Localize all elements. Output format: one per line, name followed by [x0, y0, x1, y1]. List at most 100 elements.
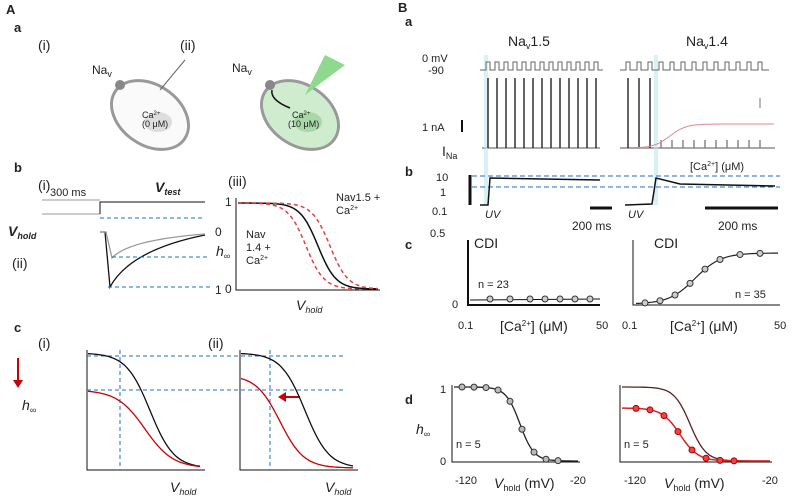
- channel-label: Nav: [92, 63, 112, 79]
- curve: [622, 407, 770, 462]
- axis: [467, 240, 600, 306]
- tick-label: 1: [440, 187, 446, 199]
- text: V: [296, 297, 307, 313]
- text: ∞: [424, 429, 430, 439]
- text: Na: [508, 33, 526, 49]
- text: I: [442, 143, 446, 159]
- text: V: [155, 179, 166, 195]
- panel-label: a: [14, 20, 22, 35]
- voltage-trace: [480, 61, 603, 71]
- point: [526, 295, 534, 303]
- pipette: [159, 59, 186, 91]
- panel-label: a: [405, 14, 413, 29]
- text: 2+: [154, 111, 161, 117]
- point: [736, 251, 744, 259]
- point: [660, 412, 668, 420]
- text: 2+: [522, 319, 531, 328]
- text: Ca: [292, 110, 304, 120]
- text: 1.4 +: [246, 242, 271, 254]
- tick-label: 0: [452, 299, 458, 311]
- text: 2+: [260, 255, 268, 262]
- sub-label: (iii): [228, 173, 247, 189]
- curve: [87, 390, 201, 468]
- arrow: [271, 89, 291, 109]
- text: v: [107, 69, 112, 79]
- text: h: [216, 243, 224, 259]
- panel-label: c: [405, 237, 412, 252]
- point: [586, 295, 594, 303]
- point: [458, 383, 466, 391]
- text: hold: [334, 487, 352, 497]
- y-label: h∞: [216, 243, 230, 261]
- tick-label: 0: [225, 282, 232, 296]
- curve: [630, 123, 774, 149]
- current-label: INa: [442, 143, 457, 161]
- text: Na: [232, 61, 248, 75]
- scale-label: 200 ms: [718, 219, 757, 233]
- ion-label: Ca2+ (0 μM): [142, 110, 168, 129]
- tick-label: -20: [762, 475, 778, 487]
- text: V: [664, 475, 675, 491]
- text: 2+: [692, 319, 701, 328]
- channel-label: Nav: [232, 61, 252, 77]
- tick-label: -20: [570, 475, 586, 487]
- panel-label: c: [14, 320, 21, 335]
- text: h: [22, 397, 30, 413]
- arrow-head: [13, 380, 23, 388]
- channel: [265, 80, 275, 90]
- uv-label: UV: [628, 209, 645, 221]
- point: [506, 295, 514, 303]
- trace: [99, 201, 205, 214]
- trace: [480, 177, 601, 206]
- text: ∞: [30, 405, 36, 415]
- text: V: [8, 223, 19, 239]
- axis: [632, 240, 780, 306]
- text: Ca: [246, 255, 261, 267]
- text: 2+: [707, 161, 715, 168]
- scale-label: 300 ms: [50, 187, 87, 199]
- v-test: Vtest: [155, 179, 181, 197]
- uv-label: UV: [485, 209, 502, 221]
- nucleus: [294, 112, 322, 132]
- panel-label: b: [14, 160, 22, 175]
- point: [756, 249, 764, 257]
- plot-title: CDI: [474, 235, 498, 251]
- x-label: [Ca2+] (μM): [500, 318, 568, 334]
- text: [Ca: [500, 318, 522, 334]
- n-label: n = 5: [624, 439, 649, 451]
- text: Na: [92, 63, 108, 77]
- x-label: Vhold: [170, 479, 197, 497]
- tick-label: 50: [596, 320, 608, 332]
- scale-label: 1 nA: [422, 122, 445, 134]
- tick-label: 0.1: [622, 320, 637, 332]
- text: ] (μM): [715, 161, 744, 173]
- point: [556, 295, 564, 303]
- n-label: n = 35: [735, 289, 766, 301]
- text: V: [170, 479, 181, 495]
- trace-title: Nav1.4: [686, 33, 728, 51]
- v-hold: Vhold: [8, 223, 37, 241]
- text: ∞: [224, 251, 230, 261]
- y-label: h∞: [416, 421, 430, 439]
- tick-label: -120: [624, 475, 646, 487]
- voltage-label: -90: [428, 65, 444, 77]
- axis: [235, 198, 380, 291]
- scale-label: 200 ms: [572, 219, 611, 233]
- curve: [87, 353, 201, 467]
- point: [716, 456, 724, 464]
- sub-label: (ii): [12, 255, 28, 271]
- tick-label: 1: [225, 195, 232, 209]
- plot-title: CDI: [654, 235, 678, 251]
- point: [702, 454, 710, 462]
- curve: [238, 202, 379, 290]
- point: [674, 428, 682, 436]
- text: ] (μM): [531, 318, 568, 334]
- uv-flash: [654, 55, 658, 205]
- point: [518, 425, 526, 433]
- text: Na: [446, 151, 458, 161]
- nucleus: [144, 112, 172, 132]
- text: 1.5: [530, 33, 550, 49]
- panel-label: B: [398, 0, 407, 15]
- curve: [240, 352, 354, 467]
